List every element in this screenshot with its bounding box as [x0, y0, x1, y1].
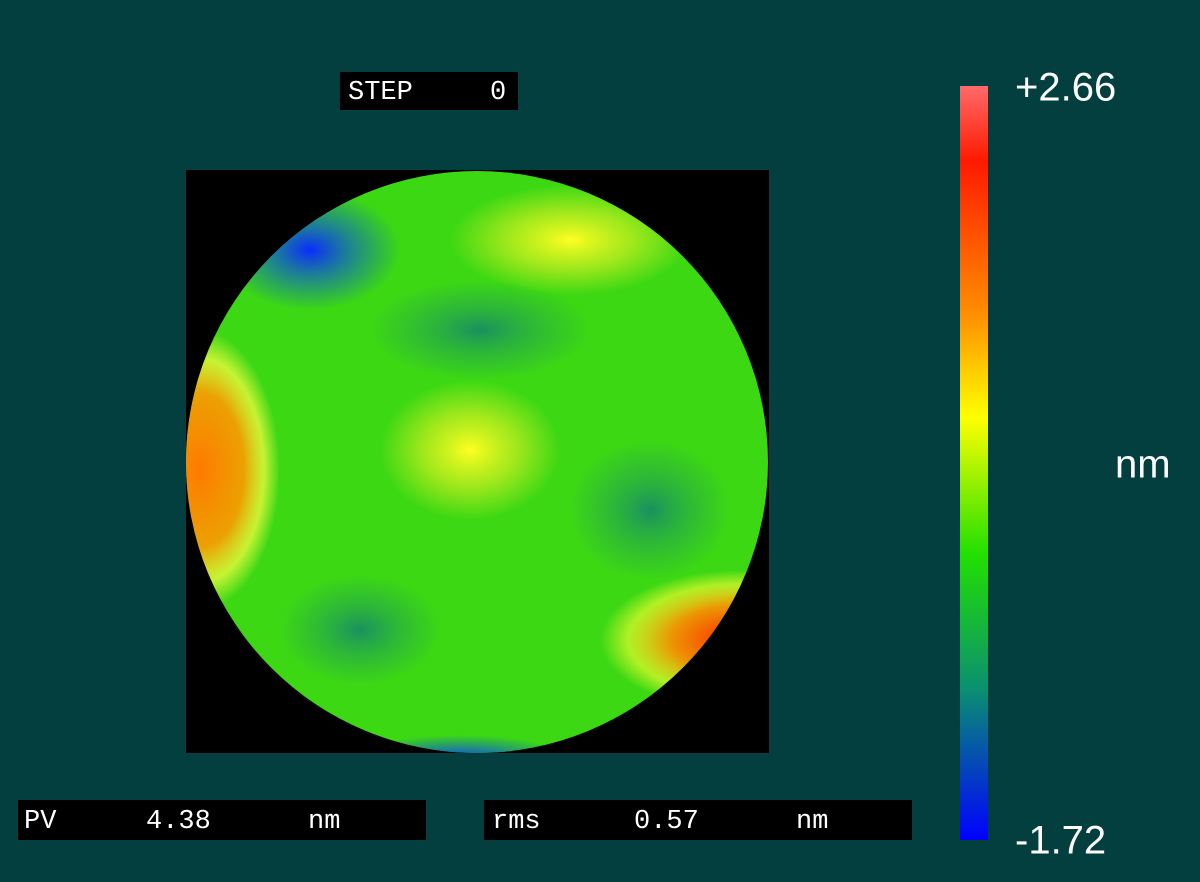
rms-box [484, 800, 912, 840]
colorbar-min: -1.72 [1015, 819, 1106, 863]
color-bar [960, 86, 988, 840]
pv-unit: nm [308, 807, 340, 837]
pv-label: PV [24, 807, 57, 837]
rms-label: rms [492, 807, 541, 837]
step-value: 0 [490, 78, 506, 108]
step-label: STEP [348, 78, 413, 108]
surface-map [186, 171, 768, 753]
colorbar-unit: nm [1115, 443, 1171, 487]
step-box [340, 72, 518, 110]
pv-box [18, 800, 426, 840]
colorbar-max: +2.66 [1015, 66, 1116, 110]
pv-value: 4.38 [146, 807, 211, 837]
rms-unit: nm [796, 807, 828, 837]
rms-value: 0.57 [634, 807, 699, 837]
